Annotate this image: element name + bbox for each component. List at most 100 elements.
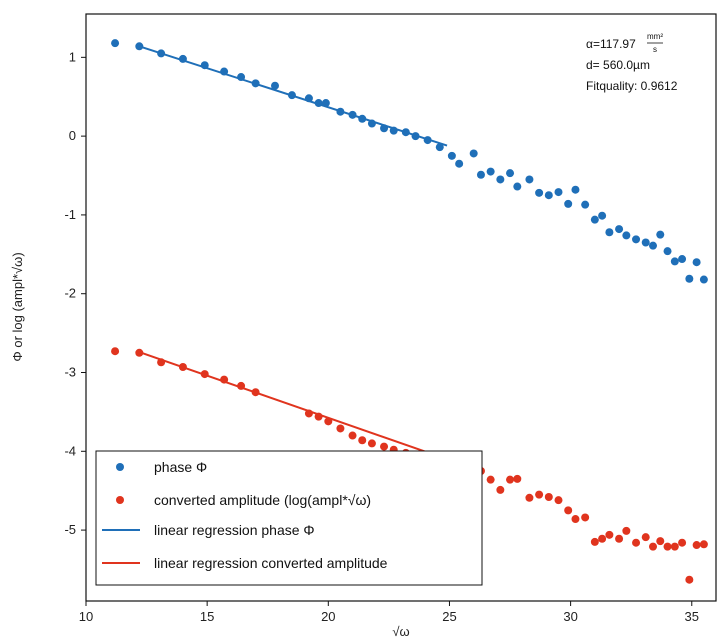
y-tick-label-3: -2: [64, 286, 76, 301]
data-point-s1-5: [220, 375, 229, 384]
data-point-s0-32: [535, 188, 544, 197]
regression-line-3: [138, 351, 448, 461]
data-point-s0-22: [435, 143, 444, 152]
data-point-s1-48: [685, 575, 694, 584]
data-point-s1-45: [663, 542, 672, 551]
data-point-s1-14: [367, 439, 376, 448]
data-point-s0-39: [598, 211, 607, 220]
thickness-value: d= 560.0µm: [586, 58, 650, 72]
data-point-s0-41: [615, 225, 624, 234]
data-point-s1-2: [157, 358, 166, 367]
plot-frame: [85, 13, 717, 602]
data-point-s1-32: [554, 496, 563, 505]
data-point-s1-41: [632, 538, 641, 547]
data-point-s1-46: [670, 542, 679, 551]
data-point-s0-52: [699, 275, 708, 284]
annotation-box: α=117.97 mm² s d= 560.0µm Fitquality: 0.…: [586, 32, 678, 93]
data-point-s0-16: [367, 119, 376, 128]
data-point-s0-6: [237, 73, 246, 82]
x-tick-label-4: 30: [563, 609, 577, 624]
legend-label-amplitude: converted amplitude (log(ampl*√ω): [154, 492, 371, 508]
data-point-s0-1: [135, 42, 144, 51]
x-tick-label-2: 20: [321, 609, 335, 624]
data-point-s1-35: [581, 513, 590, 522]
x-axis-label: √ω: [392, 624, 409, 639]
data-point-s1-15: [380, 442, 389, 451]
y-tick-label-2: -1: [64, 207, 76, 222]
data-point-s0-26: [476, 170, 485, 179]
data-point-s0-17: [380, 124, 389, 133]
alpha-unit-denominator: s: [653, 45, 657, 54]
data-point-s0-29: [506, 169, 515, 178]
data-point-s1-11: [336, 424, 345, 433]
legend-label-phase: phase Φ: [154, 459, 207, 475]
data-point-s0-27: [486, 167, 495, 176]
data-point-s0-12: [321, 99, 330, 108]
data-point-s0-30: [513, 182, 522, 191]
data-point-s1-31: [544, 492, 553, 501]
data-point-s1-4: [200, 370, 209, 379]
data-point-s1-28: [513, 474, 522, 483]
data-point-s0-0: [111, 39, 120, 48]
data-point-s1-8: [304, 409, 313, 418]
alpha-unit-numerator: mm²: [647, 32, 663, 41]
data-point-s1-9: [314, 412, 323, 421]
data-point-s0-3: [178, 54, 187, 63]
data-point-s1-43: [649, 542, 657, 551]
data-point-s1-13: [358, 436, 367, 445]
data-point-s1-36: [590, 537, 599, 546]
data-point-s0-14: [348, 110, 357, 119]
y-tick-label-6: -5: [64, 522, 76, 537]
data-point-s0-18: [389, 126, 398, 135]
data-point-s0-20: [411, 132, 420, 141]
data-point-s1-50: [699, 540, 708, 549]
data-point-s1-47: [678, 538, 687, 547]
data-point-s0-33: [544, 191, 553, 200]
data-point-s1-39: [615, 534, 624, 543]
data-point-s0-5: [220, 67, 229, 76]
y-tick-label-4: -3: [64, 365, 76, 380]
data-point-s1-25: [486, 475, 495, 484]
x-tick-label-5: 35: [685, 609, 699, 624]
y-tick-label-5: -4: [64, 443, 76, 458]
data-point-s1-40: [622, 526, 631, 535]
data-point-s1-29: [525, 493, 534, 502]
data-point-s0-38: [590, 215, 599, 224]
data-point-s0-46: [656, 230, 665, 239]
data-point-s0-45: [649, 241, 657, 250]
data-point-s1-27: [506, 475, 515, 484]
data-point-s0-13: [336, 107, 345, 116]
data-point-s0-51: [692, 258, 701, 267]
legend-label-phase-regression: linear regression phase Φ: [154, 522, 315, 538]
data-point-s0-49: [678, 255, 687, 264]
data-point-s0-23: [447, 151, 456, 160]
x-tick-label-3: 25: [442, 609, 456, 624]
data-point-s0-10: [304, 94, 313, 103]
x-tick-label-1: 15: [200, 609, 214, 624]
data-point-s0-25: [469, 149, 478, 158]
data-point-s1-49: [692, 541, 701, 550]
fit-quality-value: Fitquality: 0.9612: [586, 79, 678, 93]
data-point-s0-43: [632, 235, 641, 244]
data-point-s1-10: [324, 417, 333, 426]
data-point-s0-8: [271, 81, 279, 90]
data-point-s0-4: [200, 61, 209, 70]
data-point-s1-38: [605, 530, 614, 539]
legend-marker-phase: [116, 463, 124, 471]
data-point-s0-47: [663, 247, 672, 256]
data-point-s0-9: [287, 91, 296, 100]
data-point-s0-2: [157, 49, 166, 58]
data-point-s0-28: [496, 175, 505, 184]
data-point-s0-11: [314, 99, 323, 108]
x-tick-label-0: 10: [79, 609, 93, 624]
data-point-s0-37: [581, 200, 590, 209]
data-point-s0-50: [685, 274, 694, 283]
data-point-s1-0: [111, 347, 120, 356]
data-point-s0-42: [622, 231, 631, 240]
legend-box: [95, 450, 483, 586]
data-point-s0-36: [571, 185, 580, 194]
data-point-s1-1: [135, 348, 144, 357]
data-point-s0-34: [554, 188, 563, 197]
